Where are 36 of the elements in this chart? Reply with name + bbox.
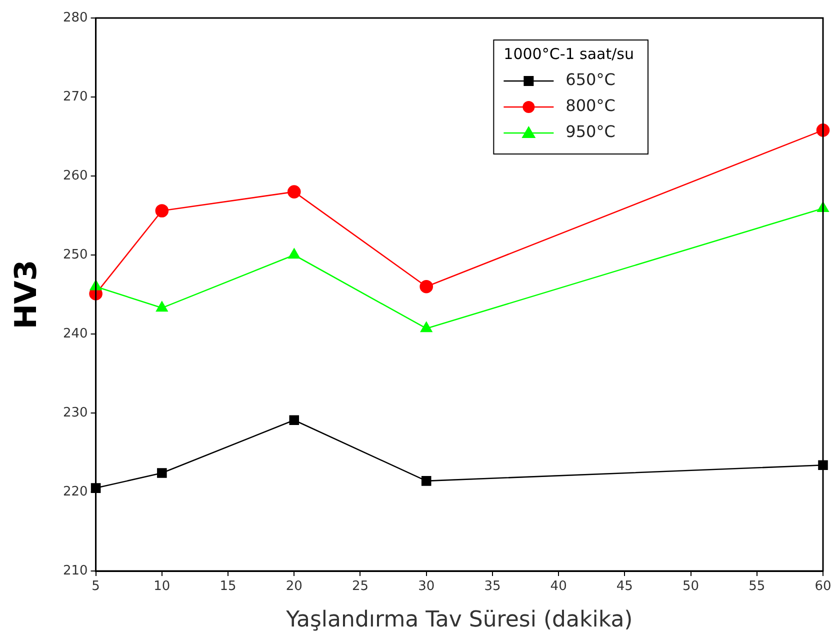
point [421,476,432,486]
x-tick-label: 35 [484,579,501,594]
point [156,301,168,312]
point [155,204,169,218]
x-tick-label: 30 [418,579,435,594]
x-tick-label: 50 [682,579,700,594]
point [288,248,300,259]
x-tick-label: 10 [154,579,170,594]
point [289,415,300,426]
y-tick-label: 210 [62,563,88,578]
x-tick-label: 20 [286,579,302,594]
y-tick-label: 220 [62,484,88,500]
x-axis-title: Yaşlandırma Tav Süresi (dakika) [285,608,633,633]
point [157,468,167,478]
legend-label: 650°C [566,70,616,90]
x-tick-label: 25 [352,579,369,594]
point [420,322,432,332]
x-tick-label: 55 [748,579,766,594]
x-tick-label: 60 [814,579,832,594]
y-tick-label: 270 [62,89,88,104]
x-tick-label: 15 [220,579,236,594]
y-tick-label: 280 [62,10,88,26]
x-tick-label: 40 [550,579,567,594]
x-tick-label: 45 [616,579,633,594]
point [420,280,434,294]
y-tick-label: 230 [62,405,88,420]
point [818,460,828,470]
legend-label: 950°C [566,122,616,142]
y-tick-label: 250 [62,247,88,262]
y-tick-label: 240 [62,326,88,342]
y-tick-label: 260 [62,168,88,184]
x-tick-label: 5 [92,579,100,594]
point [287,185,301,198]
legend-label: 800°C [566,96,616,116]
legend-title: 1000°C-1 saat/su [504,44,634,63]
y-axis-title: HV3 [8,260,44,330]
